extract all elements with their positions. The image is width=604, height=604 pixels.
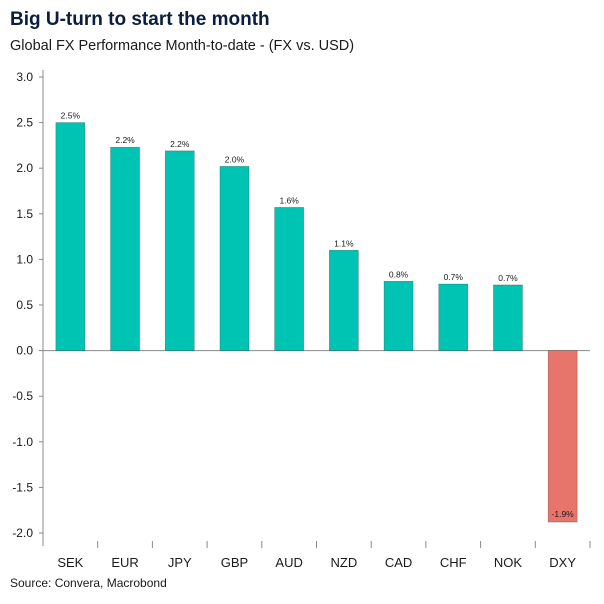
- y-tick-label: 0.0: [16, 344, 33, 358]
- x-tick-label: GBP: [221, 555, 248, 570]
- y-tick-label: 2.5: [16, 116, 33, 130]
- source-note: Source: Convera, Macrobond: [10, 576, 167, 590]
- y-tick-label: 0.5: [16, 298, 33, 312]
- bar-aud: [274, 207, 304, 351]
- data-label: 1.1%: [334, 238, 354, 248]
- x-tick-label: EUR: [111, 555, 138, 570]
- data-label: 2.2%: [170, 139, 190, 149]
- data-label: 2.5%: [61, 111, 81, 121]
- x-tick-label: CAD: [385, 555, 412, 570]
- x-tick-label: NOK: [494, 555, 523, 570]
- bar-chf: [438, 283, 469, 351]
- data-label: 0.8%: [389, 269, 409, 279]
- y-tick-label: 3.0: [16, 70, 33, 84]
- x-tick-label: NZD: [330, 555, 357, 570]
- x-tick-label: SEK: [57, 555, 83, 570]
- data-label: 2.2%: [115, 135, 135, 145]
- bar-sek: [55, 122, 86, 351]
- data-label: 2.0%: [225, 154, 245, 164]
- y-tick-label: -1.5: [12, 480, 33, 494]
- bar-dxy: [547, 350, 578, 523]
- y-tick-label: 1.5: [16, 207, 33, 221]
- chart-subtitle: Global FX Performance Month-to-date - (F…: [10, 38, 355, 54]
- x-tick-label: AUD: [275, 555, 302, 570]
- bar-cad: [383, 280, 414, 351]
- data-label: 0.7%: [444, 272, 464, 282]
- bar-eur: [110, 146, 140, 351]
- x-tick-label: DXY: [549, 555, 576, 570]
- x-tick-label: JPY: [168, 555, 192, 570]
- bar-jpy: [164, 150, 195, 351]
- y-tick-label: 1.0: [16, 252, 33, 266]
- bar-nok: [493, 284, 523, 351]
- data-label: 1.6%: [279, 195, 299, 205]
- y-tick-label: 2.0: [16, 161, 33, 175]
- x-tick-label: CHF: [440, 555, 467, 570]
- y-tick-label: -0.5: [12, 389, 33, 403]
- y-tick-label: -1.0: [12, 435, 33, 449]
- data-label: -1.9%: [552, 509, 575, 519]
- data-label: 0.7%: [498, 273, 518, 283]
- chart-title: Big U-turn to start the month: [10, 9, 270, 30]
- y-tick-label: -2.0: [12, 526, 33, 540]
- bar-gbp: [219, 166, 250, 351]
- bar-nzd: [329, 249, 359, 351]
